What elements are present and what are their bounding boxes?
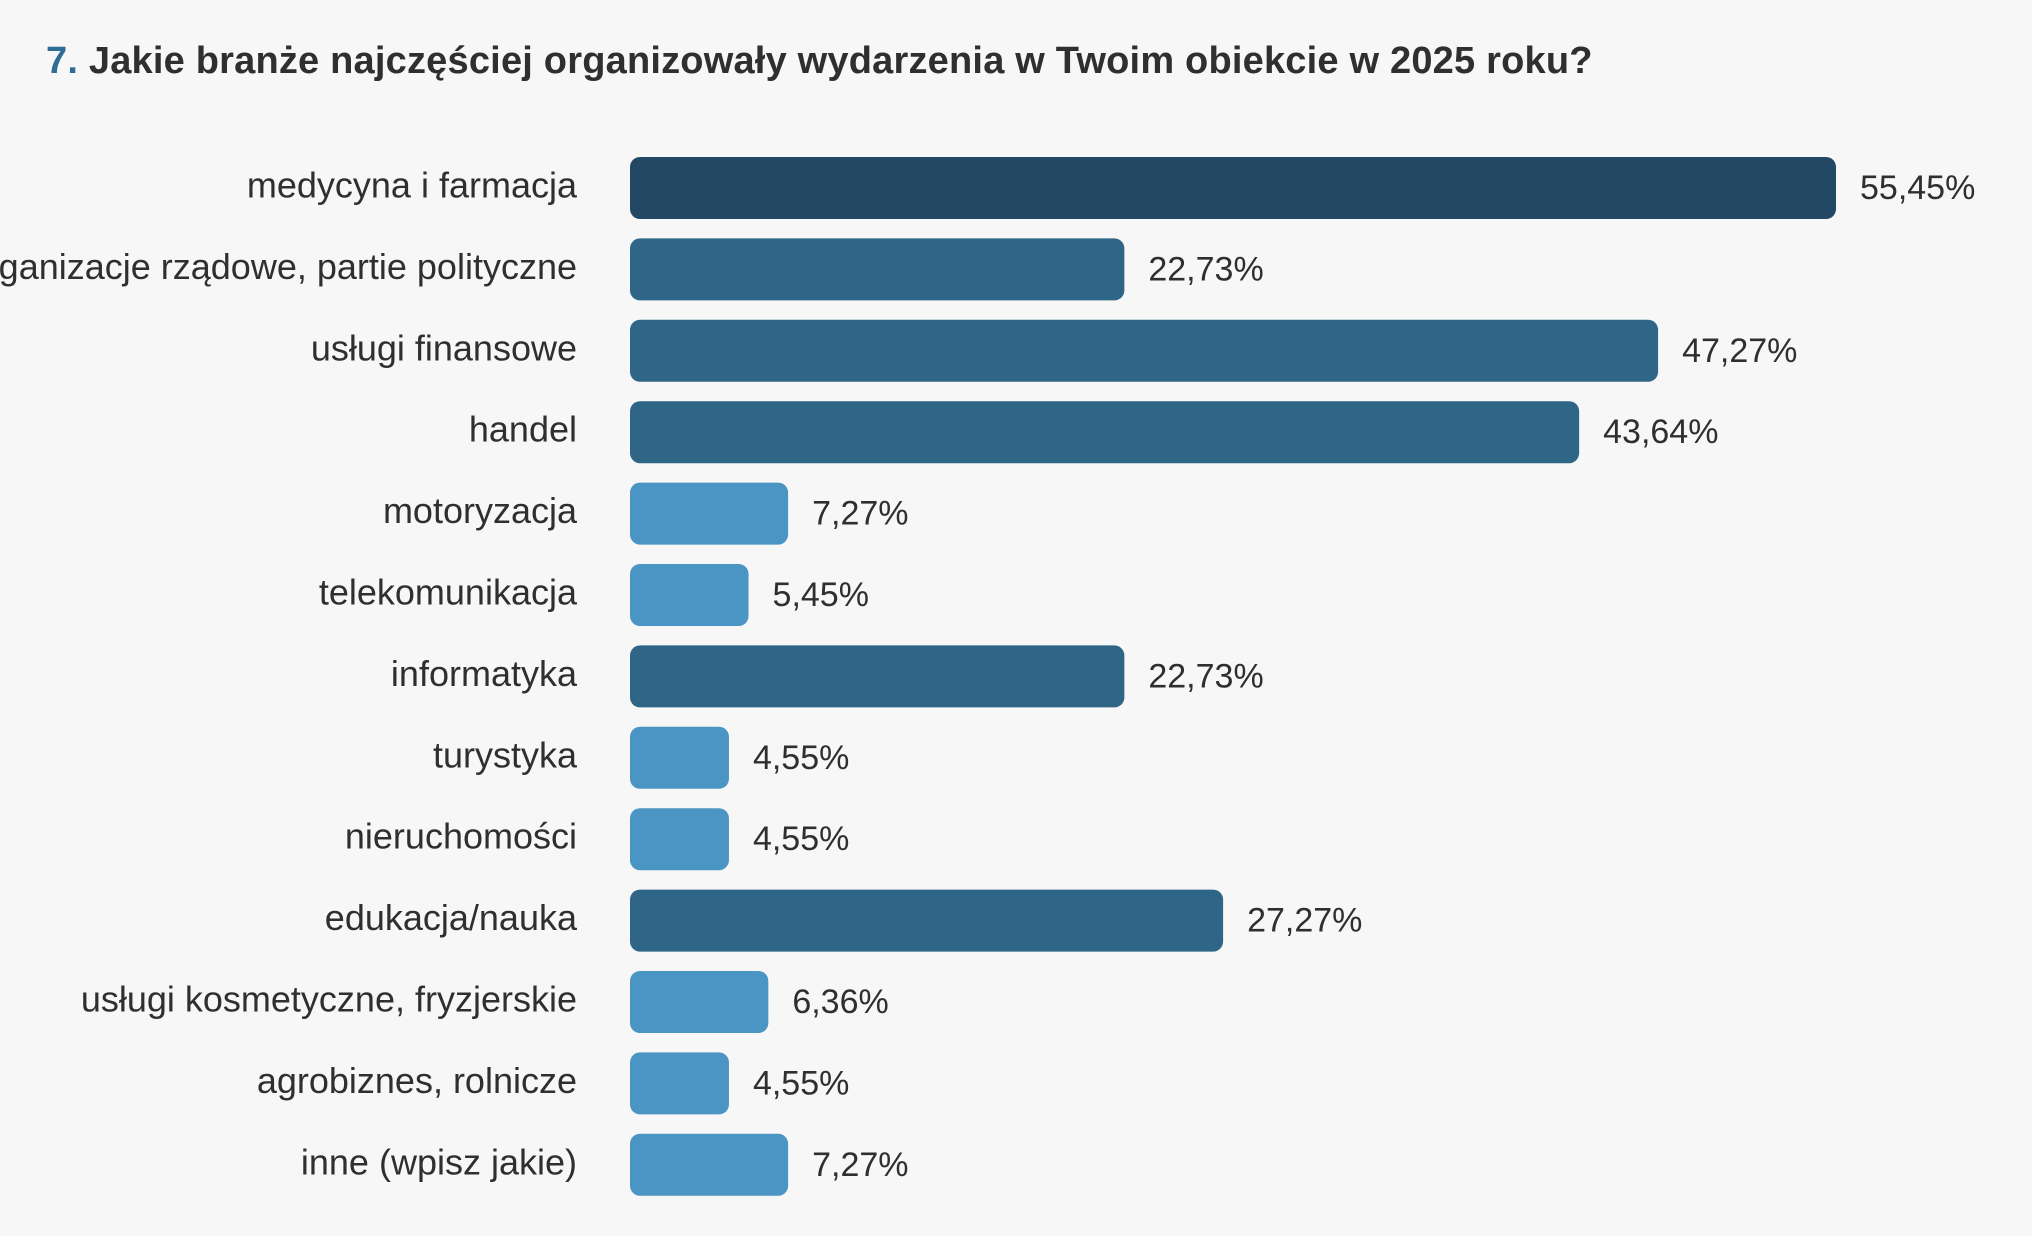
category-label: inne (wpisz jakie) [301,1141,577,1182]
bar-3 [630,401,1580,464]
category-label: motoryzacja [383,490,578,531]
bar-5 [630,564,749,626]
bar-6 [630,645,1125,708]
question-text: Jakie branże najczęściej organizowały wy… [88,40,1593,82]
value-label: 4,55% [753,820,849,858]
bar-10 [630,971,769,1033]
value-label: 4,55% [753,1064,849,1102]
value-label: 4,55% [753,739,849,777]
bar-7 [630,726,729,789]
category-label: turystyka [433,734,578,775]
value-label: 43,64% [1603,413,1718,451]
value-label: 27,27% [1247,902,1362,940]
category-label: medycyna i farmacja [247,165,578,206]
question-number: 7. [46,40,79,82]
bar-1 [630,238,1125,301]
value-label: 5,45% [773,576,869,614]
chart-title: 7. Jakie branże najczęściej organizowały… [46,40,1593,83]
value-label: 6,36% [792,983,888,1021]
bar-11 [630,1052,729,1115]
category-label: usługi kosmetyczne, fryzjerskie [81,979,577,1020]
category-label: usługi finansowe [311,327,577,368]
category-label: agrobiznes, rolnicze [257,1060,577,1101]
value-label: 22,73% [1148,250,1263,288]
bar-8 [630,808,729,871]
bar-0 [630,157,1836,219]
category-label: telekomunikacja [319,572,578,613]
category-label: nieruchomości [345,816,577,857]
bar-12 [630,1133,789,1196]
bar-9 [630,889,1224,952]
category-label: edukacja/nauka [325,897,578,938]
value-label: 7,27% [812,495,908,533]
bar-2 [630,319,1659,382]
value-label: 55,45% [1860,169,1975,207]
category-label: organizacje rządowe, partie polityczne [0,246,577,287]
bar-4 [630,482,789,545]
category-label: handel [469,409,577,450]
value-label: 7,27% [812,1146,908,1184]
value-label: 22,73% [1148,657,1263,695]
value-label: 47,27% [1682,332,1797,370]
category-label: informatyka [391,653,578,694]
